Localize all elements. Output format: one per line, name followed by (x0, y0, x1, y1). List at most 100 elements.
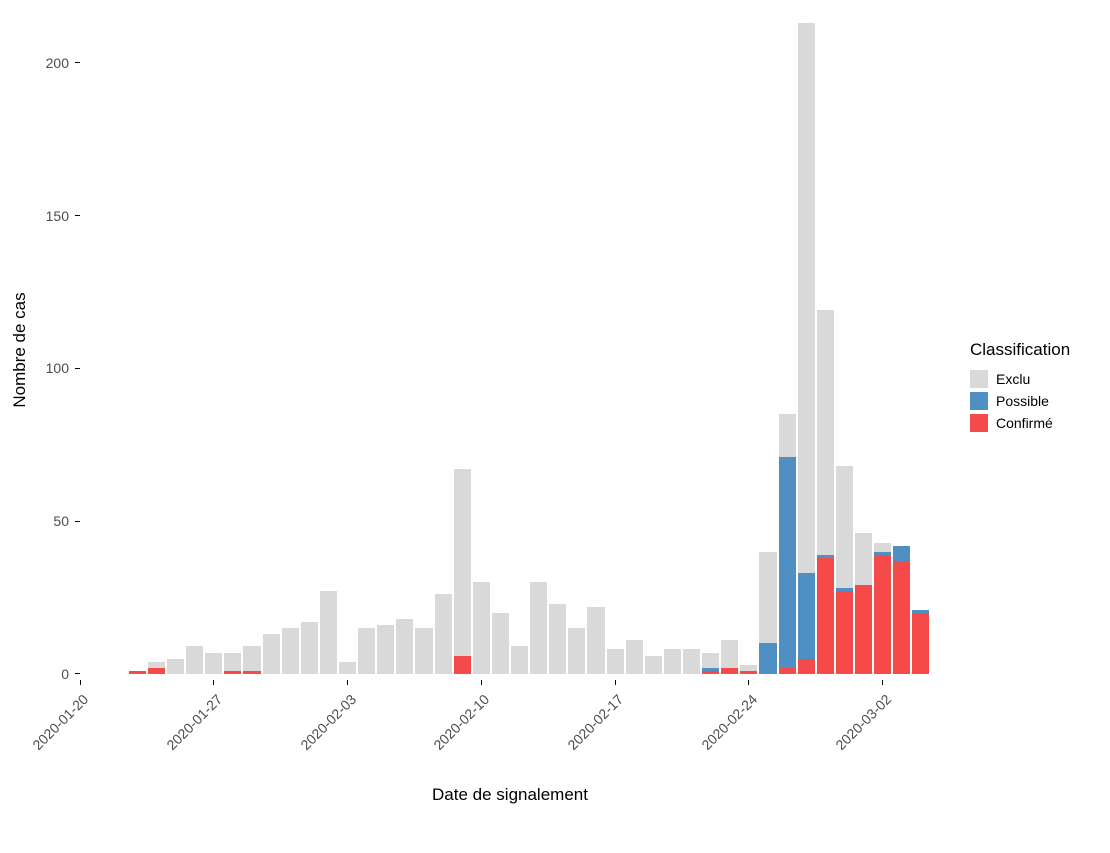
x-axis-title: Date de signalement (432, 785, 588, 805)
x-tick (748, 680, 749, 685)
bar-exclu (587, 607, 604, 674)
bar-confirme (874, 555, 891, 674)
bar-exclu (645, 656, 662, 674)
bar-exclu (568, 628, 585, 674)
y-axis-title: Nombre de cas (10, 292, 30, 407)
bar-possible (836, 588, 853, 591)
bar-exclu (492, 613, 509, 674)
legend-swatch-exclu (970, 370, 988, 388)
bar-exclu (301, 622, 318, 674)
x-tick (347, 680, 348, 685)
x-tick (213, 680, 214, 685)
bar-confirme (721, 668, 738, 674)
legend-title: Classification (970, 340, 1070, 360)
bar-possible (874, 552, 891, 555)
bar-confirme (740, 671, 757, 674)
bar-exclu (339, 662, 356, 674)
bar-confirme (798, 659, 815, 674)
y-tick (75, 673, 80, 674)
x-tick-label: 2020-01-20 (0, 691, 91, 844)
bar-exclu (836, 466, 853, 588)
bar-confirme (702, 671, 719, 674)
y-tick (75, 521, 80, 522)
bar-possible (893, 546, 910, 561)
bar-possible (912, 610, 929, 613)
x-tick-label: 2020-02-17 (474, 691, 627, 844)
bar-confirme (836, 591, 853, 674)
x-tick-label: 2020-02-10 (340, 691, 493, 844)
y-tick (75, 215, 80, 216)
y-tick (75, 368, 80, 369)
bar-exclu (721, 640, 738, 668)
x-tick (882, 680, 883, 685)
legend-item-exclu: Exclu (970, 370, 1070, 388)
x-tick-label: 2020-01-27 (72, 691, 225, 844)
legend-item-confirme: Confirmé (970, 414, 1070, 432)
y-tick-label: 0 (0, 666, 69, 682)
bar-exclu (358, 628, 375, 674)
bar-exclu (664, 649, 681, 673)
bar-confirme (243, 671, 260, 674)
y-tick-label: 50 (0, 513, 69, 529)
bar-exclu (167, 659, 184, 674)
bar-exclu (377, 625, 394, 674)
bar-exclu (415, 628, 432, 674)
bar-exclu (454, 469, 471, 655)
bar-confirme (817, 558, 834, 674)
x-tick (615, 680, 616, 685)
bar-exclu (798, 23, 815, 573)
bar-exclu (855, 533, 872, 585)
x-tick-label: 2020-02-03 (206, 691, 359, 844)
chart-container: 050100150200Nombre de cas2020-01-202020-… (0, 0, 1110, 853)
legend-label: Exclu (996, 371, 1030, 387)
legend-label: Possible (996, 393, 1049, 409)
bar-exclu (683, 649, 700, 673)
legend: Classification Exclu Possible Confirmé (970, 340, 1070, 436)
y-tick (75, 62, 80, 63)
bar-exclu (740, 665, 757, 671)
bar-confirme (454, 656, 471, 674)
bar-confirme (148, 668, 165, 674)
bar-exclu (243, 646, 260, 670)
bar-exclu (511, 646, 528, 674)
bar-exclu (530, 582, 547, 674)
bar-exclu (607, 649, 624, 673)
bar-exclu (186, 646, 203, 674)
y-tick-label: 150 (0, 208, 69, 224)
bar-exclu (759, 552, 776, 644)
bar-exclu (702, 653, 719, 668)
bar-confirme (855, 585, 872, 674)
bar-confirme (129, 671, 146, 674)
bar-exclu (224, 653, 241, 671)
bar-exclu (435, 594, 452, 673)
bar-possible (702, 668, 719, 671)
bar-exclu (396, 619, 413, 674)
bar-possible (759, 643, 776, 674)
bar-exclu (779, 414, 796, 457)
bar-exclu (473, 582, 490, 674)
bar-exclu (549, 604, 566, 674)
bar-exclu (874, 543, 891, 552)
legend-swatch-confirme (970, 414, 988, 432)
chart-area: 050100150200Nombre de cas2020-01-202020-… (0, 0, 1110, 853)
bar-exclu (148, 662, 165, 668)
x-tick-label: 2020-03-02 (741, 691, 894, 844)
bar-exclu (263, 634, 280, 674)
bar-exclu (320, 591, 337, 674)
x-tick (481, 680, 482, 685)
y-tick-label: 200 (0, 55, 69, 71)
x-tick-label: 2020-02-24 (607, 691, 760, 844)
bar-possible (779, 457, 796, 668)
bar-exclu (626, 640, 643, 674)
x-tick (80, 680, 81, 685)
legend-item-possible: Possible (970, 392, 1070, 410)
bar-exclu (817, 310, 834, 554)
bar-possible (817, 555, 834, 558)
bar-exclu (205, 653, 222, 674)
bar-confirme (224, 671, 241, 674)
bar-exclu (282, 628, 299, 674)
bar-confirme (912, 613, 929, 674)
bar-confirme (893, 561, 910, 674)
bar-confirme (779, 668, 796, 674)
legend-label: Confirmé (996, 415, 1053, 431)
